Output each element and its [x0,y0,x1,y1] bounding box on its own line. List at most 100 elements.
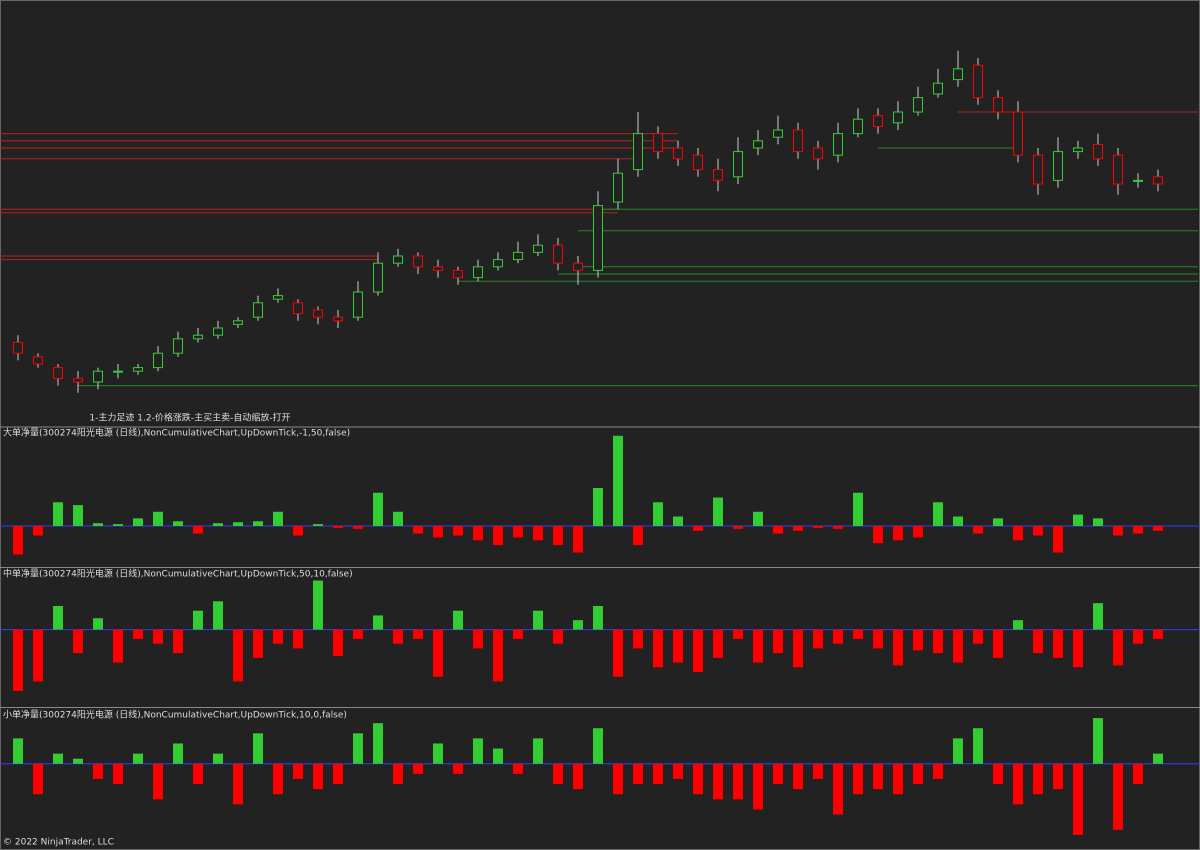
histogram-bar [493,526,503,545]
candle-body [313,309,323,318]
histogram-bar [1053,763,1063,790]
histogram-bar [613,435,623,526]
histogram-bar [53,753,63,764]
histogram-bar [693,526,703,531]
histogram-bar [133,629,143,639]
histogram-bar [1073,763,1083,835]
histogram-bar [493,629,503,682]
histogram-bar [713,763,723,800]
candle-body [513,251,523,261]
histogram-bar [753,511,763,526]
histogram-bar [173,629,183,654]
histogram-bar [953,629,963,663]
histogram-bar [893,629,903,666]
histogram-bar [353,629,363,639]
candle-body [133,367,143,372]
candle-body [733,151,743,178]
histogram-bar [833,629,843,644]
histogram-bar [533,526,543,541]
histogram-bar [313,580,323,630]
histogram-bar [1033,526,1043,536]
histogram-bar [593,606,603,630]
histogram-bar [833,763,843,815]
histogram-bar [513,526,523,538]
histogram-bar [393,763,403,785]
histogram-bar [53,502,63,526]
histogram-bar [753,629,763,663]
candle-body [973,64,983,99]
histogram-bar [993,629,1003,658]
candle-body [1153,176,1163,185]
histogram-bar [1153,526,1163,531]
histogram-bar [813,763,823,779]
histogram-bar [213,601,223,630]
candle-body [533,244,543,253]
histogram-bar [613,629,623,677]
histogram-bar [573,620,583,630]
histogram-bar [873,763,883,790]
histogram-bar [773,629,783,654]
histogram-bar [933,502,943,526]
histogram-bar [893,763,903,795]
histogram-bar [333,629,343,656]
histogram-bar [1133,763,1143,785]
histogram-bar [333,763,343,785]
histogram-bar [993,518,1003,526]
copyright: © 2022 NinjaTrader, LLC [3,838,114,848]
histogram-bar [1113,629,1123,666]
candle-body [1113,154,1123,185]
panel-title: 小单净量(300274阳光电源 (日线),NonCumulativeChart,… [3,709,347,721]
histogram-bar [1153,753,1163,764]
histogram-bar [413,526,423,534]
candle-body [113,370,123,373]
histogram-bar [473,526,483,541]
candle-body [793,129,803,153]
candle-body [473,266,483,279]
candle-body [633,133,643,171]
histogram-bar [373,615,383,630]
histogram-bar [13,738,23,764]
histogram-bar [33,763,43,795]
histogram-bar [33,629,43,682]
histogram-bar [873,526,883,544]
histogram-bar [153,511,163,526]
histogram-bar [533,738,543,764]
histogram-bar [533,610,543,630]
histogram-bar [1073,514,1083,526]
histogram-bar [113,629,123,663]
histogram-bar [673,763,683,779]
histogram-bar [673,629,683,663]
candle-body [33,356,43,365]
histogram-bar [253,733,263,764]
candle-body [153,352,163,369]
candle-body [53,367,63,379]
histogram-bar [253,521,263,526]
candle-body [693,154,703,171]
candle-body [173,338,183,354]
candle-body [713,169,723,181]
histogram-bar [173,743,183,764]
histogram-bar [453,763,463,774]
histogram-bar [773,763,783,785]
histogram-bar [1053,526,1063,553]
histogram-bar [633,526,643,545]
histogram-bar [193,763,203,785]
histogram-bar [313,524,323,526]
histogram-bar [393,511,403,526]
histogram-bar [893,526,903,541]
histogram-bar [853,763,863,795]
histogram-bar [173,521,183,526]
histogram-bar [973,728,983,764]
candle-body [293,302,303,315]
histogram-bar [633,629,643,649]
histogram-bar [293,526,303,536]
histogram-bar [693,629,703,672]
histogram-bar [133,518,143,526]
candle-body [453,269,463,279]
histogram-bar [973,629,983,644]
histogram-bar [853,492,863,526]
histogram-bar [93,523,103,526]
histogram-bar [933,763,943,779]
histogram-bar [673,516,683,526]
histogram-bar [273,629,283,644]
